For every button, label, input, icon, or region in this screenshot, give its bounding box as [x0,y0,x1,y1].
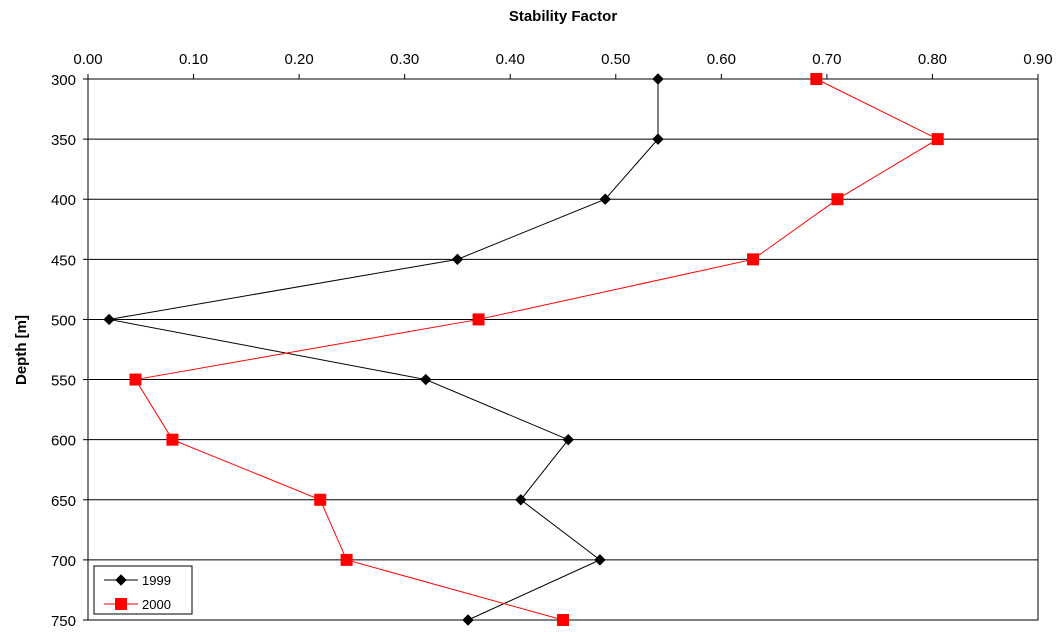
data-point-1999 [420,373,432,386]
data-point-1999 [451,253,464,266]
data-point-1999 [562,433,574,446]
gridlines [88,138,1038,561]
data-point-1999 [599,193,611,205]
x-tick-label: 0.70 [812,51,841,68]
y-axis-title: Depth [m] [13,315,30,385]
data-point-2000 [314,493,327,506]
data-point-2000 [472,313,485,326]
data-point-1999 [594,554,606,566]
y-tick-label: 350 [51,132,76,149]
x-tick-label: 0.40 [496,51,525,68]
data-point-2000 [166,433,179,446]
legend-box [93,565,193,615]
x-tick-label: 0.80 [918,51,947,68]
data-point-1999 [103,313,115,326]
legend-label: 1999 [142,573,171,588]
legend: 1999 2000 [93,565,193,615]
y-tick-label: 700 [51,553,76,570]
x-tick-label: 0.10 [179,51,208,68]
y-tick-label: 550 [51,373,76,390]
data-point-2000 [831,193,844,206]
data-point-1999 [515,494,527,506]
data-point-2000 [340,553,353,566]
data-point-2000 [931,133,944,146]
y-tick-label: 450 [51,252,76,269]
legend-marker [115,598,127,610]
x-tick-label: 0.30 [390,51,419,68]
x-axis-ticks: 0.00 0.10 0.20 0.30 0.40 0.50 0.60 0.70 0.80 0.90 [73,51,1053,79]
series-1999 [103,73,664,626]
x-tick-label: 0.00 [73,51,102,68]
data-point-2000 [557,614,569,626]
plot-area [87,78,1039,621]
data-point-2000 [747,253,759,266]
x-tick-label: 0.90 [1023,51,1052,68]
y-tick-label: 600 [51,433,76,450]
data-point-1999 [652,133,664,145]
legend-item-1999: 1999 [104,573,171,588]
x-axis-title: Stability Factor [509,8,618,25]
legend-label: 2000 [142,597,171,612]
legend-item-2000: 2000 [104,597,171,612]
y-tick-label: 750 [51,613,76,630]
data-point-1999 [462,614,474,626]
y-tick-label: 500 [51,312,76,329]
x-tick-label: 0.20 [285,51,314,68]
y-tick-label: 400 [51,192,76,209]
y-axis-ticks: 300 350 400 450 500 550 600 650 700 750 [51,72,88,630]
data-point-2000 [129,373,142,386]
y-tick-label: 650 [51,493,76,510]
series-layer [103,73,944,626]
x-tick-label: 0.60 [707,51,736,68]
series-line-2000 [134,78,939,621]
y-tick-label: 300 [51,72,76,89]
data-point-1999 [652,73,664,85]
series-2000 [129,73,944,626]
legend-marker [115,574,127,586]
x-tick-label: 0.50 [601,51,630,68]
series-line-1999 [109,79,659,621]
data-point-2000 [810,73,823,85]
